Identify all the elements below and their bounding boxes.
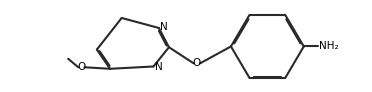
- Text: O: O: [77, 62, 86, 72]
- Text: O: O: [193, 58, 201, 68]
- Text: NH₂: NH₂: [319, 41, 339, 51]
- Text: N: N: [155, 62, 163, 72]
- Text: N: N: [160, 22, 168, 32]
